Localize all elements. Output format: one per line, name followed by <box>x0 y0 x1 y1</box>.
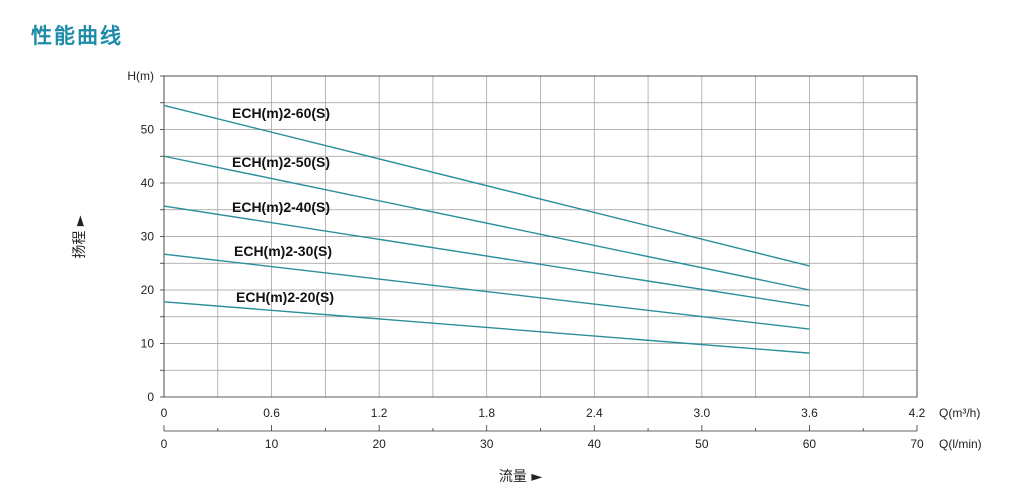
x-secondary-axis-label: Q(l/min) <box>939 437 982 451</box>
y-axis-label: H(m) <box>127 69 154 83</box>
chart-labels: 0 10 20 30 40 50 H(m) 扬程 ► 0 0.6 1.2 1.8 2.4 3.0 3.6 4.… <box>72 69 982 485</box>
x-primary-axis-label: Q(m³/h) <box>939 406 980 420</box>
series-label: ECH(m)2-30(S) <box>234 243 332 259</box>
series-line <box>163 104 810 267</box>
y-tick-label: 40 <box>141 176 155 190</box>
x-secondary-tick-label: 60 <box>803 437 817 451</box>
y-tick-label: 20 <box>141 283 155 297</box>
x-secondary-tick-label: 0 <box>161 437 168 451</box>
series-line <box>163 155 810 291</box>
x-axis-title: 流量 ► <box>499 469 542 485</box>
x-secondary-tick-label: 50 <box>695 437 709 451</box>
x-primary-tick-label: 3.6 <box>801 406 818 420</box>
x-primary-tick-label: 0 <box>161 406 168 420</box>
series-label: ECH(m)2-40(S) <box>232 199 330 215</box>
x-primary-tick-label: 1.8 <box>478 406 495 420</box>
x-primary-tick-label: 3.0 <box>694 406 711 420</box>
x-primary-tick-label: 0.6 <box>263 406 280 420</box>
series-label: ECH(m)2-20(S) <box>236 289 334 305</box>
x-secondary-tick-label: 20 <box>372 437 386 451</box>
x-secondary-tick-label: 70 <box>910 437 924 451</box>
series-line <box>163 205 810 307</box>
y-tick-label: 0 <box>147 390 154 404</box>
series-line <box>163 253 810 330</box>
x-primary-tick-label: 1.2 <box>371 406 388 420</box>
y-tick-label: 30 <box>141 230 155 244</box>
y-tick-label: 10 <box>141 337 155 351</box>
x-secondary-tick-label: 10 <box>265 437 279 451</box>
x-primary-tick-label: 2.4 <box>586 406 603 420</box>
series-label: ECH(m)2-50(S) <box>232 154 330 170</box>
page-title: 性能曲线 <box>31 24 123 48</box>
y-axis-title: 扬程 ► <box>72 215 88 258</box>
chart-grid <box>160 75 918 432</box>
y-tick-label: 50 <box>141 123 155 137</box>
series-label: ECH(m)2-60(S) <box>232 105 330 121</box>
x-primary-tick-label: 4.2 <box>909 406 926 420</box>
x-secondary-tick-label: 40 <box>588 437 602 451</box>
chart-series-lines <box>163 104 810 354</box>
x-secondary-tick-label: 30 <box>480 437 494 451</box>
series-line <box>163 301 810 354</box>
